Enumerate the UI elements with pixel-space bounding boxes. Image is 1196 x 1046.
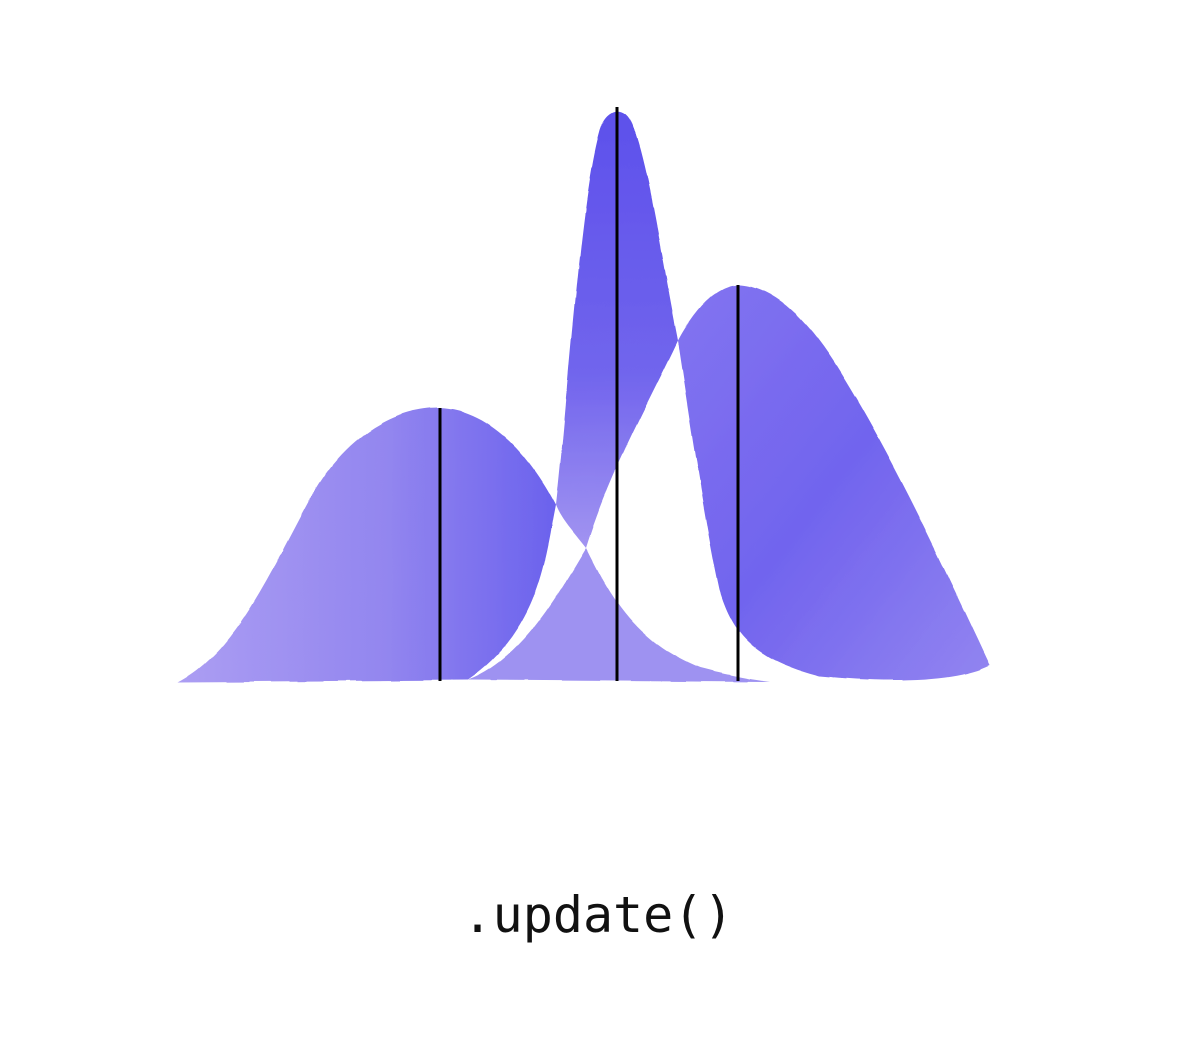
posterior-distribution-shape xyxy=(678,285,990,681)
prior-distribution-shape xyxy=(178,408,556,682)
likelihood-tail-shape xyxy=(468,548,770,682)
update-caption: .update() xyxy=(462,886,734,944)
